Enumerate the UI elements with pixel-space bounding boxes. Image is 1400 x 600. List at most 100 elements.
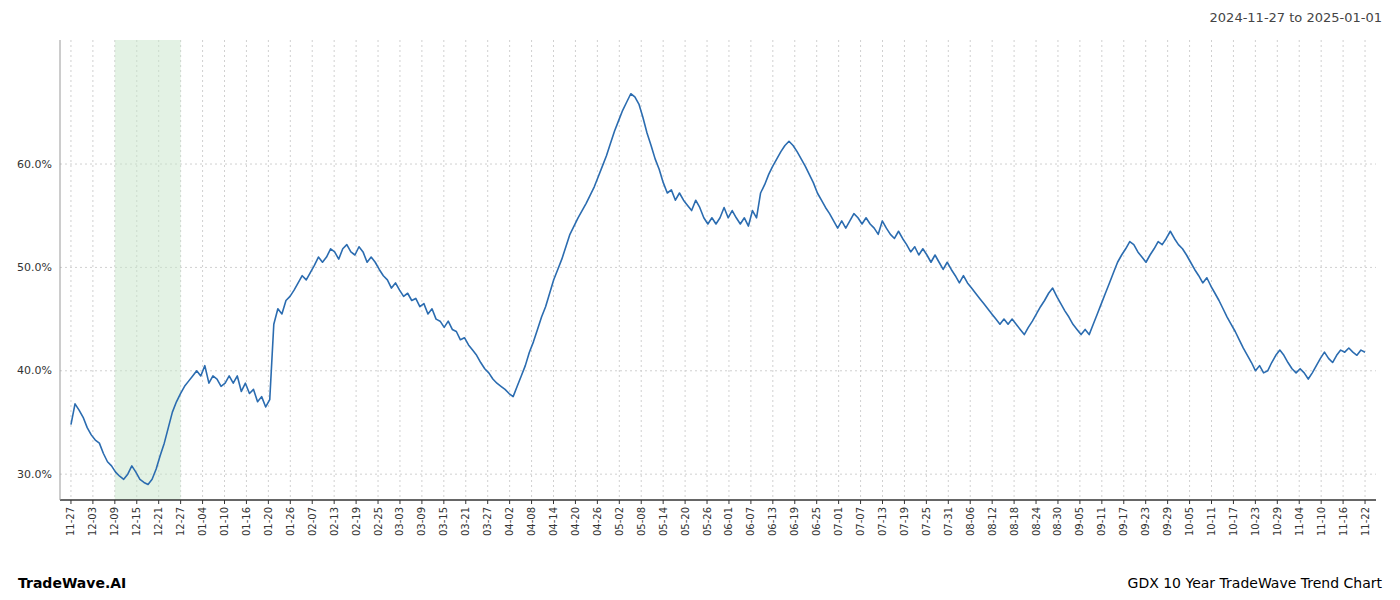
footer-right: GDX 10 Year TradeWave Trend Chart [1128, 575, 1383, 591]
x-tick [816, 500, 817, 504]
x-tick-label: 01-20 [263, 507, 274, 536]
grid-line-x [465, 40, 466, 500]
x-tick-label: 05-20 [680, 507, 691, 536]
x-tick-label: 04-14 [548, 507, 559, 536]
x-tick-label: 04-08 [526, 507, 537, 536]
x-tick-label: 12-15 [131, 507, 142, 536]
x-tick [1211, 500, 1212, 504]
x-tick [1101, 500, 1102, 504]
y-axis-line [60, 40, 61, 500]
x-tick-label: 08-12 [987, 507, 998, 536]
x-tick-label: 11-16 [1338, 507, 1349, 536]
x-tick [794, 500, 795, 504]
x-tick [1167, 500, 1168, 504]
x-axis-line [60, 499, 1376, 501]
x-tick-label: 03-27 [482, 507, 493, 536]
grid-line-x [1079, 40, 1080, 500]
grid-line-x [1277, 40, 1278, 500]
grid [60, 40, 1376, 500]
x-tick-label: 01-04 [197, 507, 208, 536]
x-tick [399, 500, 400, 504]
x-tick [509, 500, 510, 504]
x-tick-label: 10-29 [1272, 507, 1283, 536]
x-tick [1277, 500, 1278, 504]
x-tick-label: 03-09 [416, 507, 427, 536]
grid-line-x [1189, 40, 1190, 500]
x-tick-label: 04-02 [504, 507, 515, 536]
x-tick [948, 500, 949, 504]
x-tick-label: 10-23 [1250, 507, 1261, 536]
x-tick-label: 03-03 [394, 507, 405, 536]
x-tick [1233, 500, 1234, 504]
x-tick-label: 03-15 [438, 507, 449, 536]
x-tick-label: 02-19 [351, 507, 362, 536]
grid-line-x [663, 40, 664, 500]
x-tick [312, 500, 313, 504]
y-tick-label: 30.0% [17, 468, 52, 481]
grid-line-x [904, 40, 905, 500]
x-tick [334, 500, 335, 504]
grid-line-x [1145, 40, 1146, 500]
x-tick-label: 05-14 [658, 507, 669, 536]
x-tick-label: 07-19 [899, 507, 910, 536]
x-tick-label: 06-01 [723, 507, 734, 536]
grid-line-x [531, 40, 532, 500]
x-tick-label: 01-10 [219, 507, 230, 536]
x-tick-label: 07-25 [921, 507, 932, 536]
x-tick [487, 500, 488, 504]
x-tick-label: 07-07 [855, 507, 866, 536]
x-tick [465, 500, 466, 504]
grid-line-y [60, 267, 1376, 268]
x-tick-label: 08-18 [1009, 507, 1020, 536]
grid-line-x [948, 40, 949, 500]
x-tick [772, 500, 773, 504]
grid-line-x [575, 40, 576, 500]
grid-line-x [619, 40, 620, 500]
x-tick-label: 09-23 [1140, 507, 1151, 536]
x-tick-label: 04-26 [592, 507, 603, 536]
footer-left: TradeWave.AI [18, 575, 126, 591]
x-tick [1079, 500, 1080, 504]
x-tick [728, 500, 729, 504]
x-tick-label: 11-10 [1316, 507, 1327, 536]
x-tick [1365, 500, 1366, 504]
x-tick [685, 500, 686, 504]
x-tick-label: 07-01 [833, 507, 844, 536]
x-tick-label: 09-11 [1096, 507, 1107, 536]
x-tick [136, 500, 137, 504]
grid-line-x [1343, 40, 1344, 500]
x-tick-label: 04-20 [570, 507, 581, 536]
x-tick-label: 06-13 [767, 507, 778, 536]
grid-line-x [246, 40, 247, 500]
x-tick-label: 05-08 [636, 507, 647, 536]
shaded-region [115, 40, 181, 500]
x-tick [597, 500, 598, 504]
grid-line-x [1101, 40, 1102, 500]
grid-line-x [399, 40, 400, 500]
x-tick [158, 500, 159, 504]
x-tick-label: 05-02 [614, 507, 625, 536]
grid-line-x [421, 40, 422, 500]
x-tick-label: 11-22 [1360, 507, 1371, 536]
grid-line-x [1365, 40, 1366, 500]
x-tick [553, 500, 554, 504]
x-tick-label: 05-26 [702, 507, 713, 536]
x-tick [1036, 500, 1037, 504]
grid-line-x [1036, 40, 1037, 500]
grid-line-x [816, 40, 817, 500]
x-tick [1057, 500, 1058, 504]
x-tick [838, 500, 839, 504]
grid-line-x [860, 40, 861, 500]
grid-line-x [794, 40, 795, 500]
x-tick [92, 500, 93, 504]
x-tick-label: 08-06 [965, 507, 976, 536]
background [0, 0, 1400, 600]
x-tick [575, 500, 576, 504]
x-tick [70, 500, 71, 504]
y-tick-label: 50.0% [17, 261, 52, 274]
grid-line-x [750, 40, 751, 500]
x-tick-label: 03-21 [460, 507, 471, 536]
x-tick [1343, 500, 1344, 504]
grid-line-x [443, 40, 444, 500]
x-tick [926, 500, 927, 504]
